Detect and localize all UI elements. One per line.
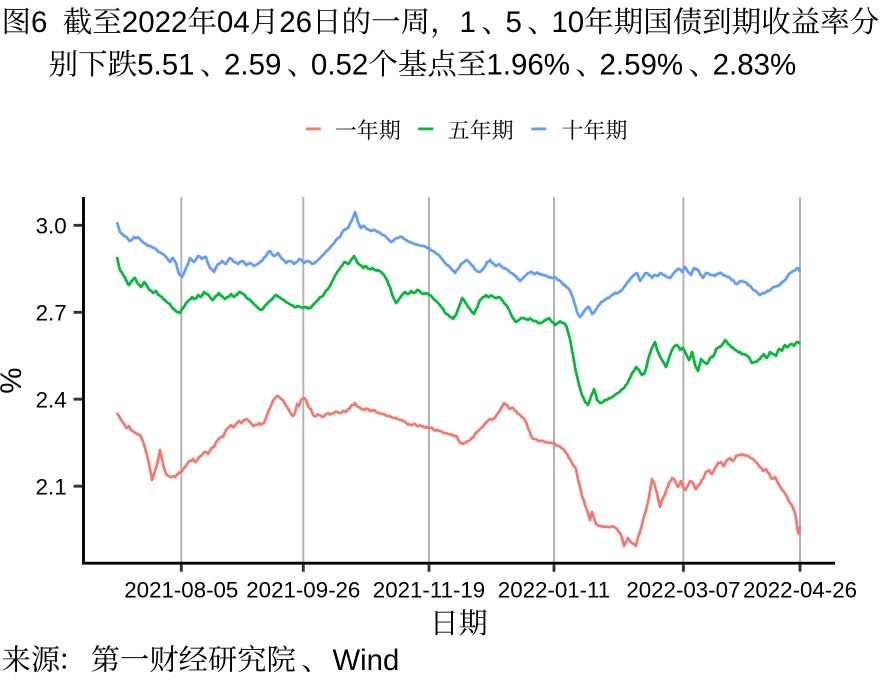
svg-text:2021-11-19: 2021-11-19 bbox=[373, 577, 485, 602]
svg-text:26: 26 bbox=[279, 6, 312, 39]
svg-text:2022-01-11: 2022-01-11 bbox=[498, 577, 610, 602]
svg-text:10: 10 bbox=[551, 6, 584, 39]
svg-text:2.59%: 2.59% bbox=[599, 48, 683, 81]
svg-text:1.96%: 1.96% bbox=[486, 48, 570, 81]
svg-text:2.83%: 2.83% bbox=[713, 48, 797, 81]
svg-text:%: % bbox=[0, 368, 28, 394]
svg-text:2022-04-26: 2022-04-26 bbox=[743, 577, 857, 602]
svg-text:0.52: 0.52 bbox=[311, 48, 368, 81]
svg-text:2.59: 2.59 bbox=[224, 48, 281, 81]
svg-text:5.51: 5.51 bbox=[137, 48, 194, 81]
svg-text:Wind: Wind bbox=[333, 644, 400, 677]
svg-text:3.0: 3.0 bbox=[36, 213, 67, 238]
svg-text:2.4: 2.4 bbox=[36, 387, 67, 412]
svg-text:2022: 2022 bbox=[122, 6, 188, 39]
svg-text:04: 04 bbox=[217, 6, 250, 39]
svg-text:5: 5 bbox=[505, 6, 521, 39]
svg-text:2021-08-05: 2021-08-05 bbox=[124, 577, 238, 602]
svg-text:2021-09-26: 2021-09-26 bbox=[246, 577, 360, 602]
svg-text:1: 1 bbox=[460, 6, 476, 39]
svg-text:6: 6 bbox=[31, 6, 47, 39]
svg-text:2.1: 2.1 bbox=[36, 474, 67, 499]
svg-text:2022-03-07: 2022-03-07 bbox=[626, 577, 740, 602]
svg-text:2.7: 2.7 bbox=[36, 300, 67, 325]
